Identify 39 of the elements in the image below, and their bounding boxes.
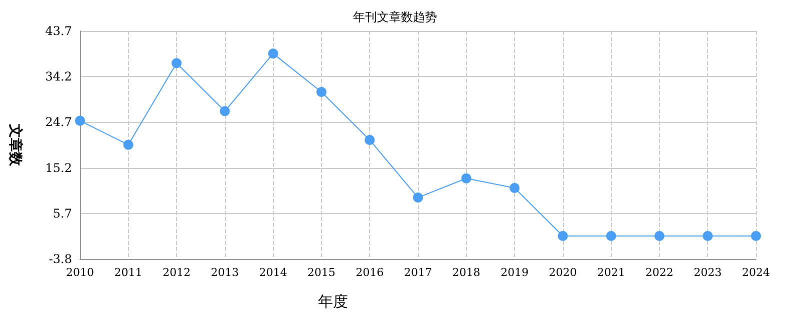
point (413, 192, 423, 203)
x-tick-label: 2024 (742, 266, 770, 279)
point (172, 58, 182, 68)
y-tick-label: -3.8 (48, 252, 72, 266)
point (316, 86, 326, 97)
x-tick-label: 2016 (356, 266, 384, 279)
y-tick-label: 15.2 (45, 160, 72, 175)
x-tick-label: 2015 (307, 266, 336, 279)
x-axis-title: 年度 (318, 292, 348, 310)
x-tick-label: 2014 (259, 266, 288, 279)
x-tick-label: 2013 (210, 266, 239, 279)
point (606, 230, 616, 241)
point (558, 230, 568, 241)
point (510, 182, 520, 193)
x-tick-label: 2017 (404, 266, 432, 279)
point (702, 230, 713, 241)
point (75, 116, 85, 126)
chart-title: 年刊文章数趋势 (353, 10, 437, 24)
x-tick-label: 2022 (645, 266, 674, 279)
y-tick-label: 43.7 (45, 24, 72, 38)
point (220, 106, 230, 116)
x-tick-label: 2011 (114, 266, 142, 279)
point (123, 140, 134, 150)
point (461, 173, 472, 184)
x-tick-label: 2018 (452, 266, 480, 279)
x-tick-label: 2023 (694, 266, 722, 279)
y-axis-title: 文章数 (7, 123, 24, 167)
point (268, 48, 278, 59)
point (751, 230, 761, 241)
point (654, 230, 664, 241)
y-tick-label: 24.7 (45, 115, 72, 130)
x-tick-label: 2020 (548, 266, 577, 279)
x-tick-label: 2010 (66, 266, 94, 279)
y-tick-label: 34.2 (45, 70, 72, 84)
x-tick-label: 2012 (162, 266, 191, 279)
x-tick-label: 2021 (597, 266, 626, 279)
x-tick-label: 2019 (500, 266, 529, 279)
y-tick-label: 5.7 (52, 206, 72, 220)
point (364, 134, 375, 145)
